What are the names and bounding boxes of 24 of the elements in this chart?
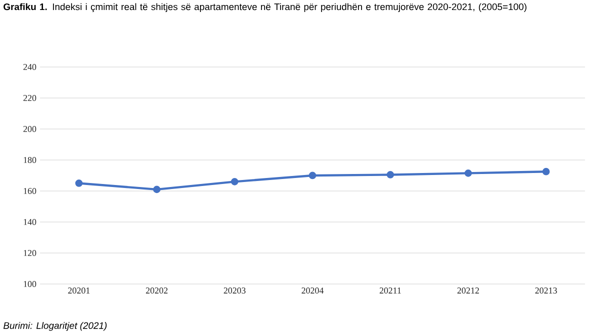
chart-title: Grafiku 1. Indeksi i çmimit real të shitjes së apartamenteve në Tiranë për periudhën e tremujorëve 2020-2021, (2005=100) bbox=[4, 3, 526, 12]
y-tick-label: 240 bbox=[23, 64, 36, 70]
point bbox=[542, 168, 550, 176]
point bbox=[153, 186, 160, 194]
x-tick-label: 20203 bbox=[224, 288, 246, 294]
point bbox=[75, 180, 83, 187]
y-tick-label: 120 bbox=[24, 250, 36, 256]
x-tick-label: 20204 bbox=[302, 288, 324, 294]
point bbox=[464, 169, 472, 177]
y-tick-label: 160 bbox=[24, 188, 36, 194]
x-tick-label: 20212 bbox=[457, 288, 479, 294]
point bbox=[230, 178, 238, 186]
point bbox=[386, 171, 394, 178]
y-tick-label: 200 bbox=[23, 126, 36, 132]
x-tick-label: 20213 bbox=[535, 288, 557, 294]
y-tick-label: 180 bbox=[24, 156, 36, 164]
point bbox=[308, 172, 316, 180]
y-tick-label: 140 bbox=[24, 218, 36, 226]
y-tick-label: 220 bbox=[23, 94, 36, 102]
x-tick-label: 20211 bbox=[380, 288, 401, 294]
x-tick-label: 20201 bbox=[68, 288, 90, 294]
text: Burimi: Llogaritjet (2021) bbox=[3, 322, 107, 331]
x-tick-label: 20202 bbox=[146, 288, 168, 294]
y-tick-label: 100 bbox=[24, 280, 36, 288]
